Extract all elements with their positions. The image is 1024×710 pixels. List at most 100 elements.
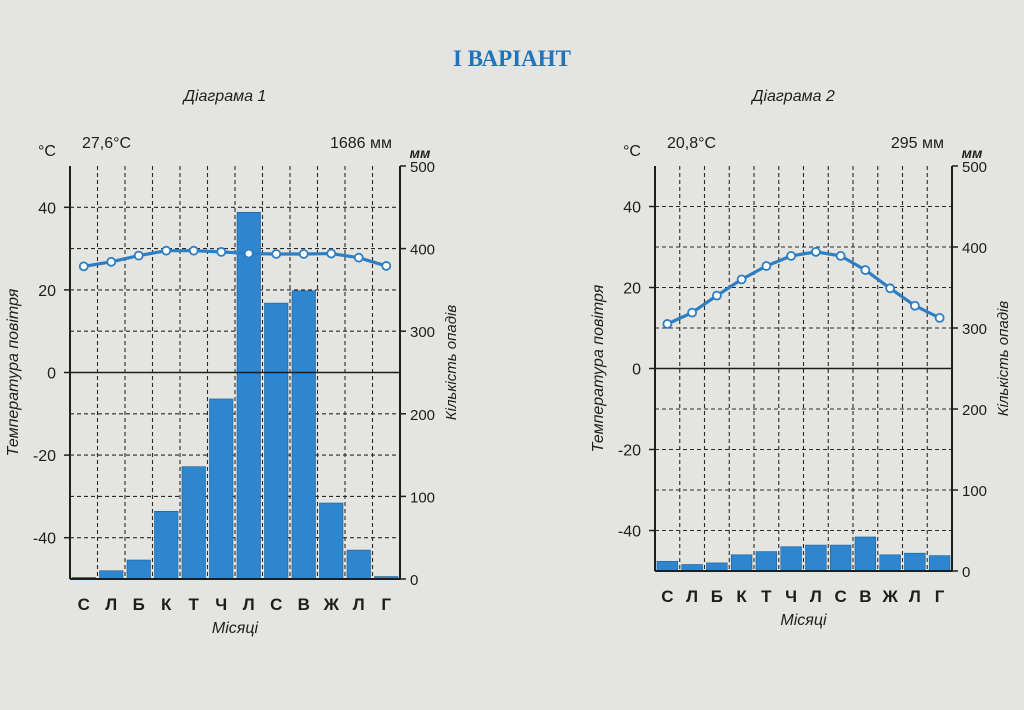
month-label: Г [381,595,391,614]
right-tick-label: 400 [962,240,987,257]
temperature-point [78,261,89,272]
precipitation-bar [319,502,344,580]
left-tick-label: 40 [38,200,56,217]
variant-title: І ВАРІАНТ [452,46,572,71]
precipitation-bar [854,536,877,572]
precipitation-bar [126,559,151,580]
x-axis-label: Місяці [212,620,259,637]
temperature-point [835,251,846,261]
diagram-2: 40 20 0 -20 -40 500 400 300 200 100 0 С Л Б К Т Ч Л С В Ж Л Г Д… [512,76,1024,710]
diagram-1: 40 20 0 -20 -40 500 400 300 200 100 0 С Л Б К Т Ч Л С В Ж Л Г Д… [0,76,512,710]
month-label: Ж [323,595,340,614]
temperature-point [909,300,920,311]
right-tick-label: 200 [962,402,987,419]
temperature-point [934,312,945,323]
month-label: Л [353,595,365,614]
left-tick-label: 40 [623,200,641,217]
temperature-point [687,307,698,318]
month-label: С [78,595,90,614]
month-label: Л [686,587,698,606]
precipitation-bar [346,549,371,580]
month-label: С [661,587,673,606]
right-tick-label: 0 [962,564,970,581]
month-label: Т [189,595,200,614]
left-tick-label: -20 [618,443,641,460]
precipitation-bar [656,560,679,572]
temperature-point [885,283,896,294]
month-label: Ч [785,587,797,606]
temperature-point [298,249,309,259]
unit-celsius: °C [38,143,56,160]
left-tick-label: -40 [33,531,56,548]
month-label: Ж [881,587,898,606]
precipitation-bar [236,211,261,580]
precipitation-bar [829,544,852,572]
month-label: К [736,587,747,606]
month-label: Б [133,595,145,614]
temperature-point [216,247,227,257]
temperature-point [188,245,199,256]
precipitation-bar [755,551,778,572]
precipitation-bar [928,555,951,572]
precipitation-bar [780,546,802,572]
y-axis-label-right: Кількість опадів [995,301,1012,417]
precipitation-bar [291,290,316,580]
temperature-point [161,245,172,256]
month-label: С [834,587,846,606]
unit-mm: мм [410,145,431,161]
temperature-point [243,248,254,259]
temperature-point [736,274,747,285]
annual-precipitation: 1686 мм [330,135,392,152]
month-label: В [298,595,310,614]
right-tick-label: 500 [410,159,435,176]
annual-temperature: 27,6°C [82,135,131,152]
annual-precipitation: 295 мм [891,135,944,152]
month-label: Б [711,587,723,606]
unit-mm: мм [962,145,983,161]
temperature-point [106,256,117,267]
x-axis-label: Місяці [780,612,827,629]
temperature-point [761,261,772,271]
precipitation-bar [181,466,206,580]
month-label: Л [810,587,822,606]
left-tick-label: -20 [33,448,56,465]
temperature-line [666,250,941,326]
precipitation-bar [879,554,901,572]
y-axis-label-left: Температура повітря [590,284,607,452]
y-axis-label-left: Температура повітря [5,288,22,456]
temperature-point [711,290,722,301]
precipitation-bar [805,544,827,572]
temperature-point [271,249,282,259]
right-tick-label: 200 [410,407,435,424]
right-tick-label: 500 [962,159,987,176]
month-label: Ч [215,595,227,614]
left-tick-label: 20 [38,283,56,300]
precipitation-bar [264,302,289,580]
temperature-point [810,246,821,257]
temperature-point [786,251,797,261]
temperature-point [860,265,871,275]
month-label: Л [909,587,921,606]
precipitation-bar [154,510,179,580]
diagram-title: Діаграма 2 [750,88,835,105]
temperature-point [353,252,364,263]
left-tick-label: 0 [632,362,641,379]
precipitation-bar [209,398,234,580]
diagram-title: Діаграма 1 [182,88,267,105]
month-label: К [161,595,172,614]
precipitation-bar [904,552,926,572]
annual-temperature: 20,8°C [667,135,716,152]
left-tick-label: 0 [47,366,56,383]
temperature-point [133,250,144,261]
right-tick-label: 100 [410,489,435,506]
left-tick-label: -40 [618,524,641,541]
unit-celsius: °C [623,143,641,160]
right-tick-label: 0 [410,572,418,589]
precipitation-bar [99,570,124,580]
grid [655,166,952,571]
temperature-point [662,319,673,329]
month-label: В [859,587,871,606]
right-tick-label: 300 [410,324,435,341]
